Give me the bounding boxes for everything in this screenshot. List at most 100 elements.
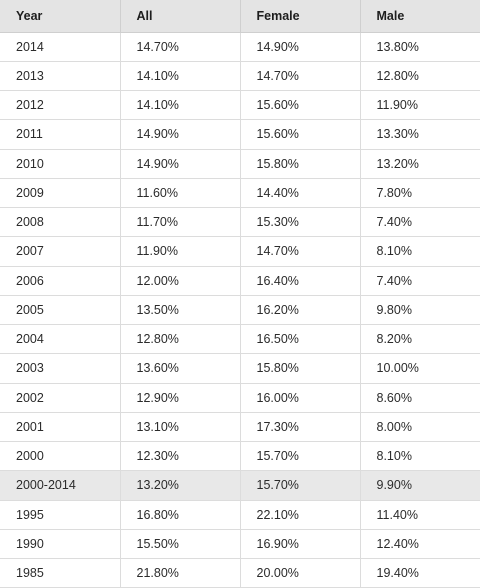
column-header-year: Year xyxy=(0,0,121,33)
cell-year: 1995 xyxy=(0,500,121,530)
cell-male: 9.90% xyxy=(360,470,480,501)
table-row: 2010 14.90% 15.80% 13.20% xyxy=(0,149,480,179)
cell-female: 15.60% xyxy=(240,119,361,150)
cell-male: 13.80% xyxy=(360,32,480,62)
cell-all: 13.10% xyxy=(120,412,241,443)
column-header-all: All xyxy=(120,0,241,33)
table-row: 2000 12.30% 15.70% 8.10% xyxy=(0,441,480,472)
cell-year: 2009 xyxy=(0,178,121,209)
cell-female: 15.70% xyxy=(240,441,361,472)
cell-male: 19.40% xyxy=(360,558,480,588)
cell-male: 8.00% xyxy=(360,412,480,443)
cell-female: 15.70% xyxy=(240,470,361,501)
table-row-highlighted: 2000-2014 13.20% 15.70% 9.90% xyxy=(0,470,480,501)
cell-male: 11.90% xyxy=(360,90,480,121)
header-row: Year All Female Male xyxy=(0,0,480,33)
column-header-male: Male xyxy=(360,0,480,33)
cell-male: 10.00% xyxy=(360,353,480,384)
cell-female: 14.40% xyxy=(240,178,361,209)
cell-year: 2006 xyxy=(0,266,121,296)
cell-year: 2010 xyxy=(0,149,121,179)
cell-all: 13.50% xyxy=(120,295,241,326)
cell-female: 15.30% xyxy=(240,207,361,238)
cell-female: 20.00% xyxy=(240,558,361,588)
table-row: 2001 13.10% 17.30% 8.00% xyxy=(0,412,480,443)
cell-all: 12.90% xyxy=(120,383,241,413)
table-row: 2007 11.90% 14.70% 8.10% xyxy=(0,236,480,267)
cell-female: 14.90% xyxy=(240,32,361,62)
cell-female: 16.00% xyxy=(240,383,361,413)
column-header-female: Female xyxy=(240,0,361,33)
table-row: 2004 12.80% 16.50% 8.20% xyxy=(0,324,480,355)
cell-female: 14.70% xyxy=(240,236,361,267)
cell-male: 11.40% xyxy=(360,500,480,530)
cell-year: 2007 xyxy=(0,236,121,267)
table-row: 2005 13.50% 16.20% 9.80% xyxy=(0,295,480,326)
cell-male: 7.40% xyxy=(360,266,480,296)
cell-female: 17.30% xyxy=(240,412,361,443)
cell-all: 13.20% xyxy=(120,470,241,501)
table-body: 2014 14.70% 14.90% 13.80% 2013 14.10% 14.70% 12… xyxy=(0,32,480,588)
cell-male: 8.20% xyxy=(360,324,480,355)
cell-all: 15.50% xyxy=(120,529,241,560)
table-row: 2013 14.10% 14.70% 12.80% xyxy=(0,61,480,92)
table-row: 2011 14.90% 15.60% 13.30% xyxy=(0,119,480,150)
table-row: 2006 12.00% 16.40% 7.40% xyxy=(0,266,480,296)
table-row: 1985 21.80% 20.00% 19.40% xyxy=(0,558,480,588)
cell-male: 13.30% xyxy=(360,119,480,150)
cell-female: 15.80% xyxy=(240,353,361,384)
cell-all: 21.80% xyxy=(120,558,241,588)
cell-female: 16.20% xyxy=(240,295,361,326)
cell-all: 13.60% xyxy=(120,353,241,384)
cell-all: 11.60% xyxy=(120,178,241,209)
cell-female: 15.60% xyxy=(240,90,361,121)
cell-all: 14.70% xyxy=(120,32,241,62)
cell-male: 8.60% xyxy=(360,383,480,413)
cell-year: 1985 xyxy=(0,558,121,588)
cell-year: 2012 xyxy=(0,90,121,121)
cell-year: 2014 xyxy=(0,32,121,62)
cell-female: 16.90% xyxy=(240,529,361,560)
table-row: 2014 14.70% 14.90% 13.80% xyxy=(0,32,480,62)
cell-year: 2001 xyxy=(0,412,121,443)
cell-all: 14.10% xyxy=(120,61,241,92)
table-row: 2012 14.10% 15.60% 11.90% xyxy=(0,90,480,121)
cell-male: 13.20% xyxy=(360,149,480,179)
cell-male: 12.80% xyxy=(360,61,480,92)
cell-year: 2002 xyxy=(0,383,121,413)
cell-year: 2000 xyxy=(0,441,121,472)
cell-year: 2005 xyxy=(0,295,121,326)
table-row: 1990 15.50% 16.90% 12.40% xyxy=(0,529,480,560)
cell-year: 2004 xyxy=(0,324,121,355)
cell-year: 1990 xyxy=(0,529,121,560)
cell-year: 2000-2014 xyxy=(0,470,121,501)
cell-male: 7.40% xyxy=(360,207,480,238)
cell-all: 11.70% xyxy=(120,207,241,238)
cell-all: 16.80% xyxy=(120,500,241,530)
cell-female: 16.40% xyxy=(240,266,361,296)
cell-all: 12.00% xyxy=(120,266,241,296)
cell-female: 14.70% xyxy=(240,61,361,92)
cell-year: 2011 xyxy=(0,119,121,150)
cell-year: 2013 xyxy=(0,61,121,92)
cell-female: 15.80% xyxy=(240,149,361,179)
cell-year: 2003 xyxy=(0,353,121,384)
cell-male: 12.40% xyxy=(360,529,480,560)
cell-male: 8.10% xyxy=(360,236,480,267)
cell-male: 7.80% xyxy=(360,178,480,209)
table-row: 2003 13.60% 15.80% 10.00% xyxy=(0,353,480,384)
cell-all: 12.30% xyxy=(120,441,241,472)
table-row: 2009 11.60% 14.40% 7.80% xyxy=(0,178,480,209)
cell-all: 11.90% xyxy=(120,236,241,267)
cell-all: 14.90% xyxy=(120,149,241,179)
cell-year: 2008 xyxy=(0,207,121,238)
table-row: 1995 16.80% 22.10% 11.40% xyxy=(0,500,480,530)
table-row: 2008 11.70% 15.30% 7.40% xyxy=(0,207,480,238)
cell-male: 8.10% xyxy=(360,441,480,472)
cell-female: 16.50% xyxy=(240,324,361,355)
table-row: 2002 12.90% 16.00% 8.60% xyxy=(0,383,480,413)
cell-all: 14.90% xyxy=(120,119,241,150)
cell-all: 14.10% xyxy=(120,90,241,121)
cell-all: 12.80% xyxy=(120,324,241,355)
